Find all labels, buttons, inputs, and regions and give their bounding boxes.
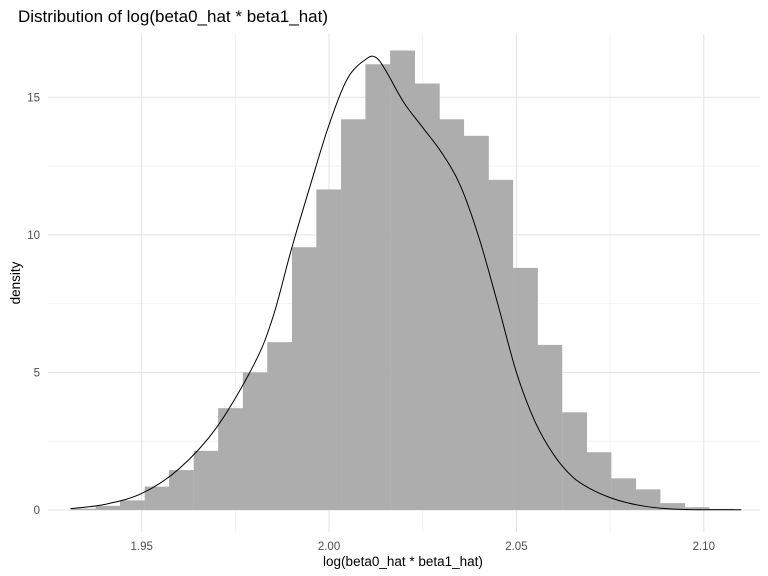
histogram-bar — [513, 267, 538, 510]
histogram-bar — [316, 189, 342, 510]
histogram-bar — [414, 83, 440, 510]
x-tick-labels: 1.95 2.00 2.05 2.10 — [130, 541, 714, 553]
histogram-bar — [291, 247, 317, 510]
histogram-bar — [439, 119, 465, 510]
histogram-bar — [267, 342, 293, 510]
x-axis-label: log(beta0_hat * beta1_hat) — [323, 554, 483, 569]
histogram-bar — [242, 372, 268, 510]
x-tick-label: 1.95 — [130, 541, 152, 553]
chart-title: Distribution of log(beta0_hat * beta1_ha… — [18, 7, 328, 26]
histogram-bar — [660, 503, 686, 510]
histogram-bar — [562, 412, 587, 510]
histogram-bar — [365, 64, 391, 510]
histogram-bars — [70, 50, 735, 510]
histogram-bar — [218, 408, 243, 510]
density-curve — [70, 55, 742, 511]
histogram-bar — [488, 179, 514, 510]
histogram-bar — [684, 507, 710, 510]
histogram-bar — [193, 450, 219, 510]
x-tick-label: 2.10 — [693, 541, 715, 553]
histogram-bar — [169, 470, 194, 510]
histogram-bar — [119, 500, 145, 510]
y-tick-labels: 0 5 10 15 — [27, 92, 40, 517]
histogram-bar — [463, 135, 489, 510]
histogram-bar — [95, 505, 121, 510]
y-tick-label: 10 — [27, 230, 40, 242]
y-tick-label: 5 — [34, 367, 40, 379]
x-tick-label: 2.00 — [318, 541, 340, 553]
histogram-bar — [70, 508, 96, 510]
x-tick-label: 2.05 — [505, 541, 527, 553]
histogram-bar — [341, 119, 366, 510]
y-tick-label: 15 — [27, 92, 40, 104]
histogram-bar — [390, 50, 415, 510]
histogram-bar — [144, 486, 170, 510]
histogram-bar — [611, 478, 637, 510]
histogram-bar — [586, 452, 612, 510]
y-tick-label: 0 — [34, 505, 40, 517]
histogram-bar — [537, 344, 563, 510]
histogram-bar — [635, 489, 661, 510]
y-axis-label: density — [8, 261, 23, 304]
